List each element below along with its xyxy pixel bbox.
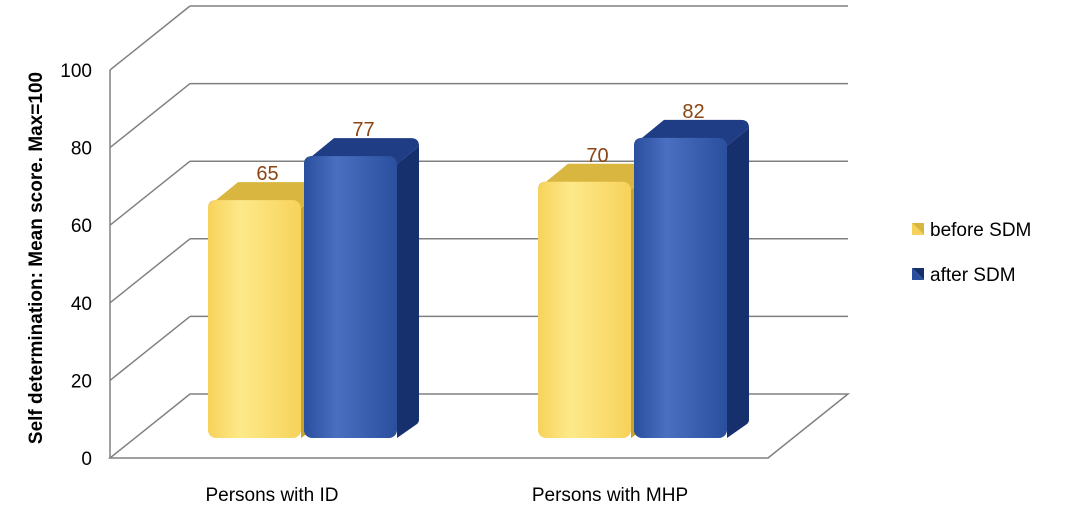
bar xyxy=(304,138,419,438)
legend-item: before SDM xyxy=(912,220,1031,241)
bar-front xyxy=(634,137,727,438)
legend-label: before SDM xyxy=(930,220,1031,241)
legend-item: after SDM xyxy=(912,265,1016,286)
bar-side xyxy=(397,146,419,438)
y-tick-label: 80 xyxy=(71,139,92,160)
legend-swatch xyxy=(912,268,924,280)
bar-front xyxy=(538,181,631,439)
y-tick-label: 40 xyxy=(71,294,92,315)
grid-line-diagonal xyxy=(109,238,191,304)
grid-line-diagonal xyxy=(109,315,191,381)
y-tick-label: 60 xyxy=(71,216,92,237)
data-label: 82 xyxy=(682,101,704,123)
x-category-label: Persons with ID xyxy=(205,485,338,506)
y-axis-label: Self determination: Mean score. Max=100 xyxy=(26,72,47,444)
bar-front xyxy=(208,200,301,438)
x-axis-categories: Persons with ID Persons with MHP xyxy=(205,485,688,506)
data-label: 77 xyxy=(352,119,374,141)
y-tick-label: 0 xyxy=(81,449,92,470)
data-label: 65 xyxy=(256,163,278,185)
chart-walls xyxy=(107,70,851,459)
floor xyxy=(107,393,851,459)
bar-front xyxy=(304,156,397,438)
bar-side xyxy=(727,127,749,438)
grid-line-diagonal xyxy=(109,83,191,149)
legend-swatch xyxy=(912,223,924,235)
data-label: 70 xyxy=(586,145,608,167)
bar xyxy=(634,119,749,438)
y-tick-label: 100 xyxy=(60,61,92,82)
grid-line-diagonal xyxy=(109,5,191,71)
x-category-label: Persons with MHP xyxy=(532,485,688,506)
data-labels: 65 77 70 82 xyxy=(256,101,704,185)
y-axis-ticks: 0 20 40 60 80 100 xyxy=(60,61,92,470)
legend: before SDM after SDM xyxy=(912,220,1031,286)
bars xyxy=(208,119,749,439)
legend-label: after SDM xyxy=(930,265,1016,286)
y-tick-label: 20 xyxy=(71,371,92,392)
grid-line-diagonal xyxy=(109,160,191,226)
